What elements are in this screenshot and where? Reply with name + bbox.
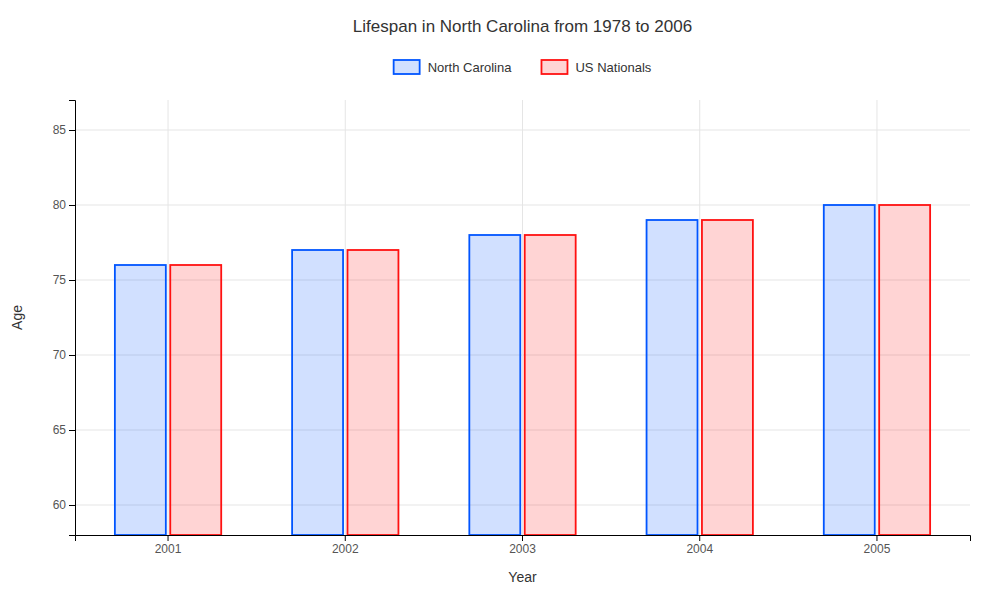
- bar: [292, 250, 343, 535]
- bar: [702, 220, 753, 535]
- legend-swatch: [394, 60, 420, 74]
- tick-label: 2001: [155, 542, 182, 556]
- legend-item: US Nationals: [541, 60, 651, 75]
- tick-label: 75: [53, 273, 67, 287]
- title: Lifespan in North Carolina from 1978 to …: [353, 17, 692, 36]
- bar: [824, 205, 875, 535]
- tick-label: 60: [53, 498, 67, 512]
- tick: 2005: [864, 535, 891, 556]
- tick-mark: [69, 280, 75, 281]
- tick: 2003: [509, 535, 536, 556]
- tick: 60: [53, 498, 75, 512]
- grid-line: [876, 100, 877, 535]
- tick-label: 85: [53, 123, 67, 137]
- bar: [647, 220, 698, 535]
- bars: [115, 205, 930, 535]
- bar-series: [170, 205, 930, 535]
- tick: 85: [53, 123, 75, 137]
- legend-label: North Carolina: [428, 60, 513, 75]
- axis-line: [69, 101, 76, 536]
- tick: 80: [53, 198, 75, 212]
- grid-line: [699, 100, 700, 535]
- bar-series: [115, 205, 875, 535]
- bar: [115, 265, 166, 535]
- bar: [879, 205, 930, 535]
- tick-mark: [168, 535, 169, 541]
- tick: 65: [53, 423, 75, 437]
- legend-swatch: [541, 60, 567, 74]
- tick-mark: [69, 430, 75, 431]
- tick-label: 80: [53, 198, 67, 212]
- y-axis: 60 65 70 75 80 85: [53, 101, 76, 536]
- tick-label: 2002: [332, 542, 359, 556]
- tick-label: 65: [53, 423, 67, 437]
- grid-line: [522, 100, 523, 535]
- tick: 70: [53, 348, 75, 362]
- tick-mark: [876, 535, 877, 541]
- chart: 2001 2002 2003 2004 2005 60 65 70 75 80 85 Year Age L…: [0, 0, 1000, 600]
- x-axis: 2001 2002 2003 2004 2005: [76, 535, 971, 556]
- grid-line: [345, 100, 346, 535]
- tick-mark: [345, 535, 346, 541]
- tick: 2004: [686, 535, 713, 556]
- bar: [469, 235, 520, 535]
- bar: [347, 250, 398, 535]
- tick-label: 70: [53, 348, 67, 362]
- plot: 2001 2002 2003 2004 2005 60 65 70 75 80 85: [53, 100, 971, 556]
- tick-mark: [69, 355, 75, 356]
- axis-line: [76, 536, 971, 542]
- tick-label: 2005: [864, 542, 891, 556]
- grid: [75, 100, 970, 535]
- tick-label: 2004: [686, 542, 713, 556]
- legend: North Carolina US Nationals: [394, 60, 652, 75]
- tick: 2001: [155, 535, 182, 556]
- x-axis-title: Year: [508, 569, 537, 585]
- y-axis-title: Age: [9, 305, 25, 330]
- legend-label: US Nationals: [575, 60, 651, 75]
- tick-mark: [69, 130, 75, 131]
- tick-mark: [522, 535, 523, 541]
- tick: 75: [53, 273, 75, 287]
- grid-line: [168, 100, 169, 535]
- tick-mark: [69, 505, 75, 506]
- tick-mark: [69, 205, 75, 206]
- tick: 2002: [332, 535, 359, 556]
- tick-mark: [699, 535, 700, 541]
- legend-item: North Carolina: [394, 60, 513, 75]
- bar: [170, 265, 221, 535]
- bar: [525, 235, 576, 535]
- tick-label: 2003: [509, 542, 536, 556]
